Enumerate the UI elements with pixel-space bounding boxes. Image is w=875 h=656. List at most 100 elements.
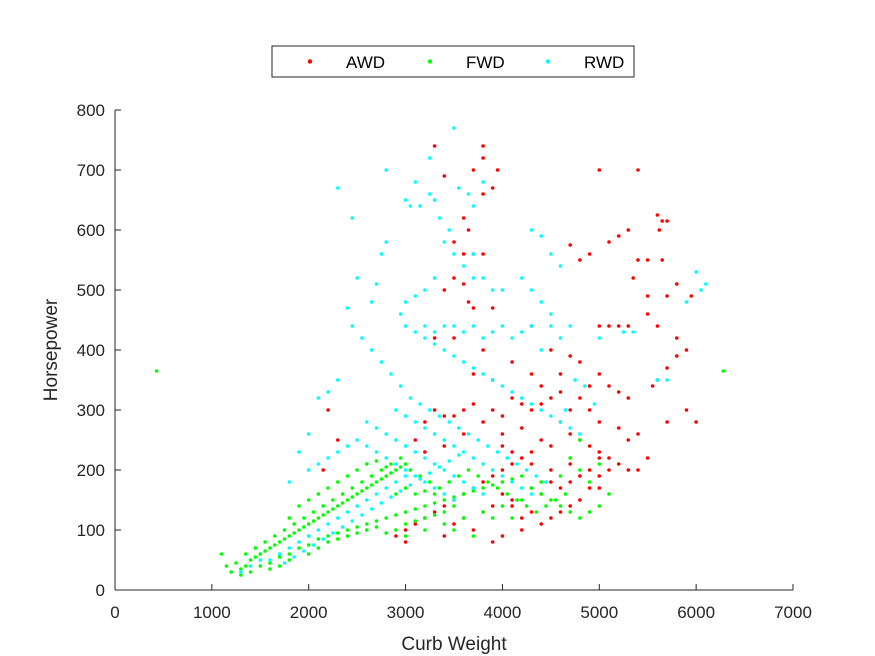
data-point [229,570,233,574]
data-point [316,492,321,496]
data-point [403,486,408,490]
data-point [268,567,272,571]
data-point [384,516,389,520]
data-point [413,474,418,478]
data-point [336,438,340,442]
data-point [490,186,495,190]
data-point [239,573,243,577]
data-point [258,558,263,562]
data-point [597,324,602,328]
data-point [306,468,311,472]
data-point [306,498,311,502]
data-point [447,228,452,232]
data-point [471,486,476,490]
data-point [539,300,543,304]
data-point [336,504,340,508]
data-point [239,570,243,574]
data-point [597,450,602,454]
data-point [292,522,297,526]
data-point [597,462,602,466]
data-point [549,480,553,484]
data-point [418,402,422,406]
data-point [423,504,427,508]
data-point [452,276,456,280]
data-point [655,324,660,328]
data-point [592,402,597,406]
data-point [316,462,321,466]
data-point [452,354,456,358]
data-point [626,468,631,472]
data-point [626,228,631,232]
data-point [403,444,408,448]
data-point [645,294,650,298]
data-point [224,564,229,568]
data-point [442,414,447,418]
data-point [374,480,379,484]
data-point [510,477,514,481]
data-point [423,528,427,532]
data-point [616,234,621,238]
data-point [645,258,650,262]
data-point [471,306,476,310]
data-point [248,564,253,568]
y-tick-label: 0 [96,581,105,600]
data-point [384,531,389,535]
data-point [413,519,418,523]
data-point [379,477,384,481]
data-point [520,402,524,406]
data-point [365,444,369,448]
y-tick-label: 600 [77,221,105,240]
data-point [675,336,679,340]
data-point [239,567,243,571]
data-point [699,288,703,292]
data-point [539,402,543,406]
data-point [568,510,572,514]
data-point [428,408,432,412]
data-point [616,462,621,466]
data-point [490,288,495,292]
data-point [636,168,640,172]
data-point [374,525,379,529]
data-point [490,306,495,310]
data-point [302,525,306,529]
data-point [321,537,326,541]
data-point [277,555,282,559]
data-point [490,408,495,412]
data-point [665,294,669,298]
data-point [306,552,311,556]
data-point [316,528,321,532]
data-point [558,474,563,478]
data-point [461,282,466,286]
data-point [481,348,485,352]
data-point [394,513,398,517]
data-point [539,234,543,238]
data-point [432,432,437,436]
data-point [481,462,485,466]
data-point [321,513,326,517]
data-point [447,459,452,463]
data-point [379,360,384,364]
data-point [500,288,505,292]
data-point [365,522,369,526]
data-point [384,486,389,490]
data-point [336,516,340,520]
data-point [219,552,224,556]
data-point [326,390,330,394]
data-point [336,480,340,484]
data-point [529,324,534,328]
data-point [675,282,679,286]
data-point [490,378,495,382]
data-point [549,348,553,352]
data-point [510,450,514,454]
data-point [316,516,321,520]
data-point [529,408,534,412]
data-point [336,531,340,535]
data-point [423,516,427,520]
data-point [544,504,548,508]
data-point [297,504,301,508]
data-point [631,330,635,334]
data-point [408,483,413,487]
data-point [336,450,340,454]
data-point [345,306,350,310]
